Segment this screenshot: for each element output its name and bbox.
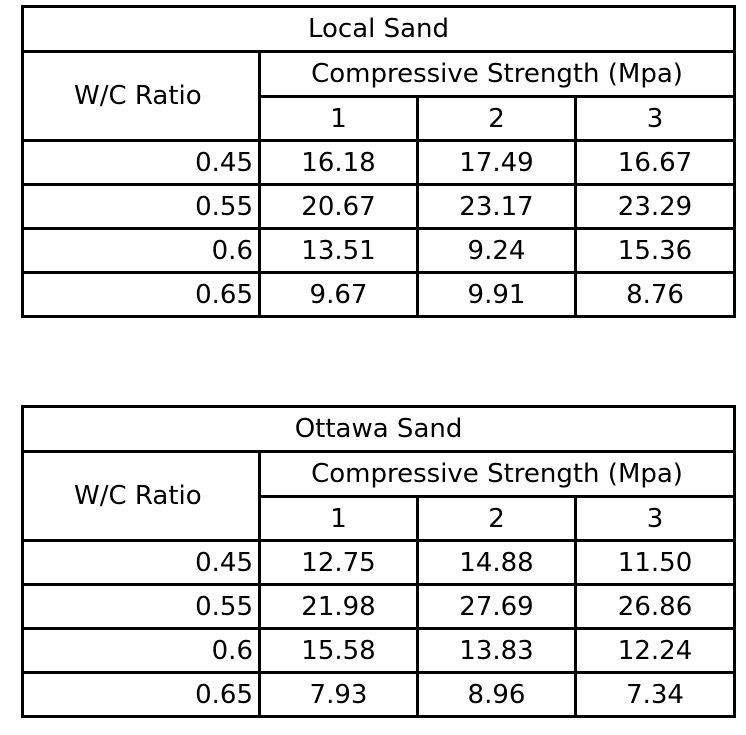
wc-ratio-cell: 0.45 <box>21 539 261 586</box>
table-row: 0.45 16.18 17.49 16.67 <box>21 139 737 186</box>
sample-column-header: 2 <box>416 95 577 142</box>
compressive-strength-header: Compressive Strength (Mpa) <box>257 50 737 98</box>
table-header-row: W/C Ratio Compressive Strength (Mpa) <box>21 450 737 542</box>
table-title-row: Local Sand <box>20 5 737 53</box>
sample-column-header: 3 <box>573 95 737 142</box>
wc-ratio-cell: 0.55 <box>21 583 261 630</box>
table-row: 0.55 21.98 27.69 26.86 <box>21 583 737 630</box>
table-header-row: W/C Ratio Compressive Strength (Mpa) <box>21 50 737 142</box>
strength-value-cell: 13.83 <box>416 627 577 674</box>
strength-value-cell: 26.86 <box>573 583 737 630</box>
table-title: Ottawa Sand <box>20 405 737 453</box>
ottawa-sand-table: Ottawa Sand W/C Ratio Compressive Streng… <box>20 405 737 718</box>
table-row: 0.6 15.58 13.83 12.24 <box>21 627 737 674</box>
wc-ratio-cell: 0.6 <box>21 627 261 674</box>
strength-value-cell: 27.69 <box>416 583 577 630</box>
strength-value-cell: 7.34 <box>573 671 737 718</box>
strength-value-cell: 12.24 <box>573 627 737 674</box>
wc-ratio-cell: 0.55 <box>21 183 261 230</box>
strength-value-cell: 11.50 <box>573 539 737 586</box>
table-row: 0.65 7.93 8.96 7.34 <box>21 671 737 718</box>
wc-ratio-header: W/C Ratio <box>21 50 261 142</box>
strength-value-cell: 9.91 <box>416 271 577 318</box>
sample-column-header: 1 <box>258 495 419 542</box>
sample-number-row: 1 2 3 <box>23 95 737 142</box>
strength-value-cell: 14.88 <box>416 539 577 586</box>
table-row: 0.55 20.67 23.17 23.29 <box>21 183 737 230</box>
wc-ratio-header: W/C Ratio <box>21 450 261 542</box>
strength-value-cell: 9.24 <box>416 227 577 274</box>
table-title: Local Sand <box>20 5 737 53</box>
strength-value-cell: 8.96 <box>416 671 577 718</box>
strength-value-cell: 8.76 <box>573 271 737 318</box>
wc-ratio-cell: 0.45 <box>21 139 261 186</box>
strength-value-cell: 15.36 <box>573 227 737 274</box>
wc-ratio-cell: 0.6 <box>21 227 261 274</box>
strength-value-cell: 13.51 <box>258 227 419 274</box>
strength-value-cell: 15.58 <box>258 627 419 674</box>
strength-value-cell: 16.18 <box>258 139 419 186</box>
wc-ratio-cell: 0.65 <box>21 271 261 318</box>
strength-value-cell: 23.17 <box>416 183 577 230</box>
table-row: 0.45 12.75 14.88 11.50 <box>21 539 737 586</box>
strength-value-cell: 7.93 <box>258 671 419 718</box>
sample-column-header: 2 <box>416 495 577 542</box>
strength-value-cell: 12.75 <box>258 539 419 586</box>
strength-value-cell: 17.49 <box>416 139 577 186</box>
table-title-row: Ottawa Sand <box>20 405 737 453</box>
sample-number-row: 1 2 3 <box>23 495 737 542</box>
wc-ratio-cell: 0.65 <box>21 671 261 718</box>
table-row: 0.65 9.67 9.91 8.76 <box>21 271 737 318</box>
local-sand-table: Local Sand W/C Ratio Compressive Strengt… <box>20 5 737 318</box>
strength-value-cell: 16.67 <box>573 139 737 186</box>
table-row: 0.6 13.51 9.24 15.36 <box>21 227 737 274</box>
strength-value-cell: 9.67 <box>258 271 419 318</box>
sample-column-header: 1 <box>258 95 419 142</box>
sample-column-header: 3 <box>573 495 737 542</box>
strength-value-cell: 21.98 <box>258 583 419 630</box>
compressive-strength-header: Compressive Strength (Mpa) <box>257 450 737 498</box>
strength-value-cell: 23.29 <box>573 183 737 230</box>
strength-value-cell: 20.67 <box>258 183 419 230</box>
